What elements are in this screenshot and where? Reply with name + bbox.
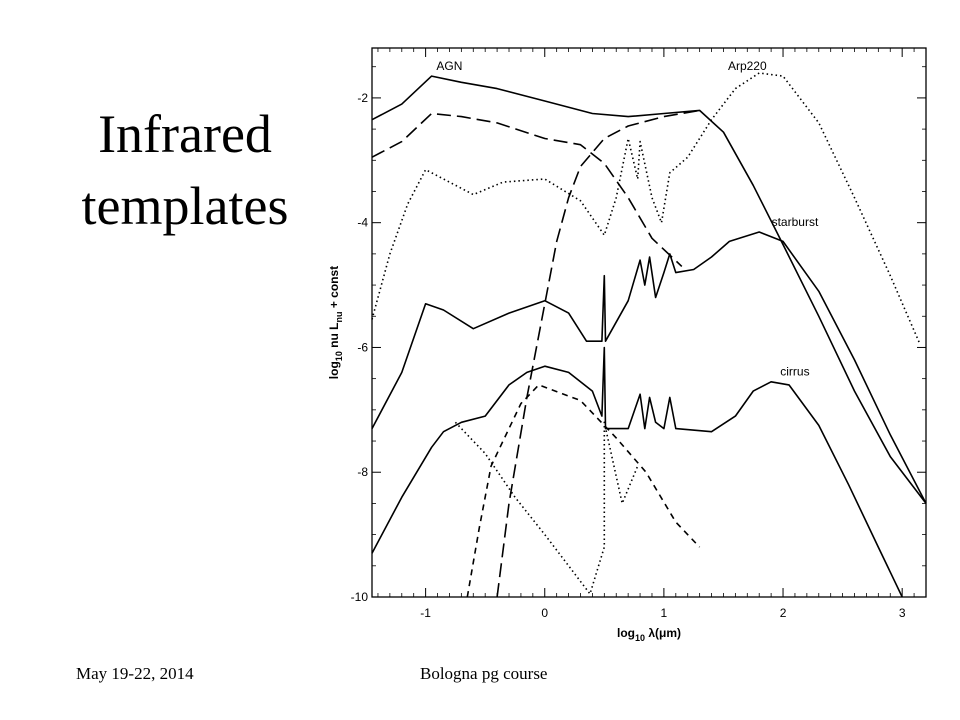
y-axis-label-sub2: nu: [334, 312, 344, 323]
series-line-3: [371, 72, 921, 345]
annotations: AGN Arp220 starburst cirrus: [436, 59, 819, 379]
tick-marks: [372, 48, 926, 598]
y-axis-label-prefix: log: [327, 361, 341, 379]
x-tick-label: 2: [780, 606, 787, 620]
y-tick-label: -10: [351, 590, 369, 604]
series-line-8: [496, 109, 700, 598]
series-line-5: [371, 346, 903, 598]
annotation-agn: AGN: [436, 59, 462, 73]
slide-title-line2: templates: [81, 176, 289, 236]
series-line-4: [371, 231, 927, 504]
x-tick-label: 1: [661, 606, 668, 620]
y-tick-label: -6: [357, 340, 368, 354]
y-axis-label-rest: + const: [327, 266, 341, 312]
footer-date: May 19-22, 2014: [76, 664, 194, 683]
y-tick-label: -2: [357, 91, 368, 105]
x-axis-label: log10 λ(μm): [617, 626, 681, 643]
y-axis-label-nu: nu L: [327, 323, 341, 352]
footer-course: Bologna pg course: [420, 664, 548, 683]
x-tick-label: 0: [541, 606, 548, 620]
annotation-starburst: starburst: [772, 215, 819, 229]
series-lines: [371, 72, 927, 598]
x-axis-label-sub: 10: [635, 633, 645, 643]
y-axis-label-sub1: 10: [334, 351, 344, 361]
slide-title: Infrared templates: [55, 98, 315, 242]
annotation-arp220: Arp220: [728, 59, 767, 73]
series-line-1: [371, 75, 927, 504]
slide-title-line1: Infrared: [98, 104, 272, 164]
y-tick-label: -4: [357, 216, 368, 230]
tick-labels: -1 0 1 2 3-10-8-6-4-2: [351, 91, 906, 620]
x-axis-label-prefix: log: [617, 626, 635, 640]
annotation-cirrus: cirrus: [780, 365, 809, 379]
x-tick-label: 3: [899, 606, 906, 620]
y-tick-label: -8: [357, 465, 368, 479]
y-axis-label: log10 nu Lnu + const: [327, 266, 344, 379]
plot-frame: [371, 47, 927, 598]
x-tick-label: -1: [420, 606, 431, 620]
series-line-2: [371, 112, 683, 267]
x-axis-label-rest: λ(μm): [645, 626, 681, 640]
series-line-7: [466, 384, 701, 598]
